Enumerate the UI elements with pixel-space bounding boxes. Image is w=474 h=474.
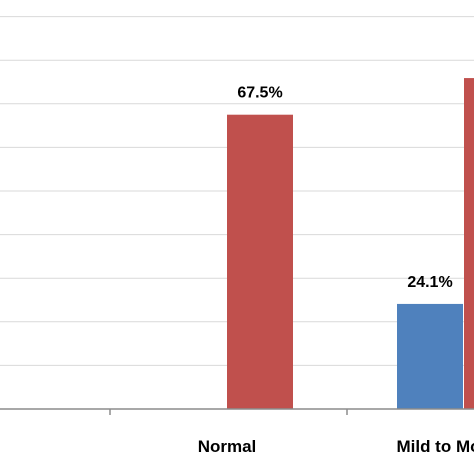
x-axis xyxy=(0,408,474,415)
category-label-1: Mild to Moderate xyxy=(396,437,474,456)
data-label-0-1: 24.1% xyxy=(407,274,452,291)
bars xyxy=(227,78,474,410)
category-label-0: Normal xyxy=(198,437,257,456)
data-labels: 67.5%24.1%75.9%22% xyxy=(237,85,452,291)
bar-red-1 xyxy=(464,78,474,410)
bar-red-0 xyxy=(227,114,293,409)
bar-blue-1 xyxy=(397,303,463,409)
data-label-1-0: 67.5% xyxy=(237,85,282,102)
